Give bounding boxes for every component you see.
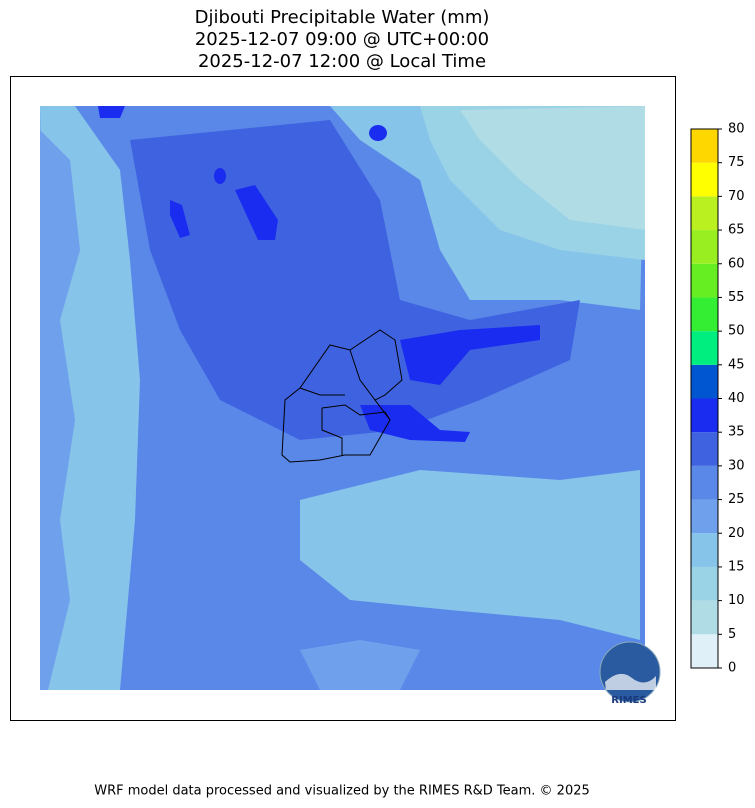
colorbar-bin (691, 196, 718, 231)
colorbar-bin (691, 432, 718, 466)
colorbar-bin (691, 331, 718, 365)
colorbar-bin (691, 465, 718, 500)
colorbar: 0 5 10 15 20 25 30 35 40 45 50 55 60 65 70 75 80 (690, 122, 745, 676)
colorbar-tick-label: 15 (728, 559, 745, 574)
colorbar-tick-label: 20 (728, 526, 745, 541)
map-field (40, 106, 645, 690)
border (281, 329, 403, 463)
colorbar-tick-label: 70 (728, 189, 745, 204)
border (349, 349, 376, 401)
colorbar-bin (691, 499, 718, 534)
field-region (300, 640, 420, 690)
border (299, 387, 345, 396)
field-region (460, 106, 645, 230)
field-region (40, 130, 80, 690)
field-region (369, 125, 387, 141)
colorbar-bin (691, 297, 718, 332)
colorbar-bin (691, 162, 718, 197)
colorbar-bin (691, 364, 718, 399)
border (321, 404, 391, 455)
field-region (170, 200, 190, 238)
colorbar-tick-label: 35 (728, 425, 745, 440)
logo-text: RIMES (611, 695, 646, 706)
country-borders (281, 329, 403, 463)
colorbar-tick-label: 75 (728, 155, 745, 170)
colorbar-tick-label: 65 (728, 223, 745, 238)
field-region (400, 325, 540, 385)
colorbar-tick-label: 60 (728, 256, 745, 271)
colorbar-tick-label: 5 (728, 627, 736, 642)
colorbar-bin (691, 398, 718, 433)
colorbar-bin (691, 230, 718, 264)
colorbar-tick-label: 0 (728, 661, 736, 676)
colorbar-bin (691, 263, 718, 298)
title-line: 2025-12-07 09:00 @ UTC+00:00 (195, 29, 489, 50)
colorbar-bin (691, 634, 718, 668)
colorbar-tick-label: 10 (728, 593, 745, 608)
title-line: Djibouti Precipitable Water (mm) (195, 7, 490, 28)
logo-badge (599, 641, 661, 703)
colorbar-tick-label: 40 (728, 391, 745, 406)
colorbar-tick-label: 55 (728, 290, 745, 305)
field-region (360, 405, 470, 442)
colorbar-tick-label: 30 (728, 458, 745, 473)
colorbar-bin (691, 533, 718, 567)
colorbar-bin (691, 129, 718, 163)
colorbar-tick-label: 80 (728, 122, 745, 137)
title-line: 2025-12-07 12:00 @ Local Time (198, 51, 486, 72)
rimes-logo: RIMES (599, 641, 661, 706)
logo-wave (605, 673, 656, 690)
colorbar-tick-label: 45 (728, 357, 745, 372)
colorbar-bin (691, 566, 718, 601)
footer: WRF model data processed and visualized … (94, 784, 590, 799)
field-region (214, 168, 226, 184)
field-region (235, 185, 278, 240)
colorbar-tick-label: 25 (728, 492, 745, 507)
colorbar-tick-label: 50 (728, 324, 745, 339)
field-region (98, 106, 125, 118)
colorbar-bin (691, 600, 718, 635)
field-region (300, 470, 640, 640)
